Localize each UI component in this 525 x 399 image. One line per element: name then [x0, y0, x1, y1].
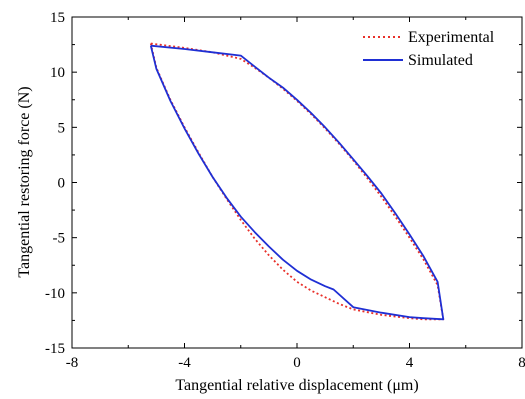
x-tick-label: 0: [293, 355, 301, 371]
y-tick-labels: -15 -10 -5 0 5 10 15: [45, 10, 65, 357]
x-tick-label: -4: [178, 355, 191, 371]
y-tick-label: 10: [50, 65, 65, 81]
series-line-simulated: [149, 44, 445, 321]
y-axis-title: Tangential restoring force (N): [16, 86, 33, 277]
series-layer: [149, 42, 445, 321]
tick-layer: [71, 16, 523, 349]
legend-label-experimental: Experimental: [408, 29, 495, 46]
y-tick-label: 0: [58, 176, 66, 192]
y-tick-label: -5: [53, 231, 66, 247]
legend: Experimental Simulated: [363, 29, 495, 69]
plot-area: [71, 16, 523, 349]
x-tick-label: 4: [406, 355, 414, 371]
x-tick-label: -8: [66, 355, 79, 371]
x-tick-label: 8: [518, 355, 525, 371]
x-tick-labels: -8 -4 0 4 8: [66, 355, 525, 371]
x-axis-title: Tangential relative displacement (μm): [175, 377, 418, 394]
y-tick-label: -15: [45, 341, 65, 357]
series-line-experimental: [149, 42, 445, 321]
y-tick-label: 15: [50, 10, 65, 26]
legend-label-simulated: Simulated: [408, 52, 473, 69]
y-tick-label: 5: [58, 120, 66, 136]
y-tick-label: -10: [45, 286, 65, 302]
